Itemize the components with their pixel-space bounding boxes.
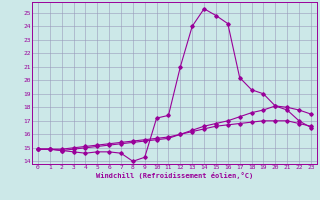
X-axis label: Windchill (Refroidissement éolien,°C): Windchill (Refroidissement éolien,°C) bbox=[96, 172, 253, 179]
